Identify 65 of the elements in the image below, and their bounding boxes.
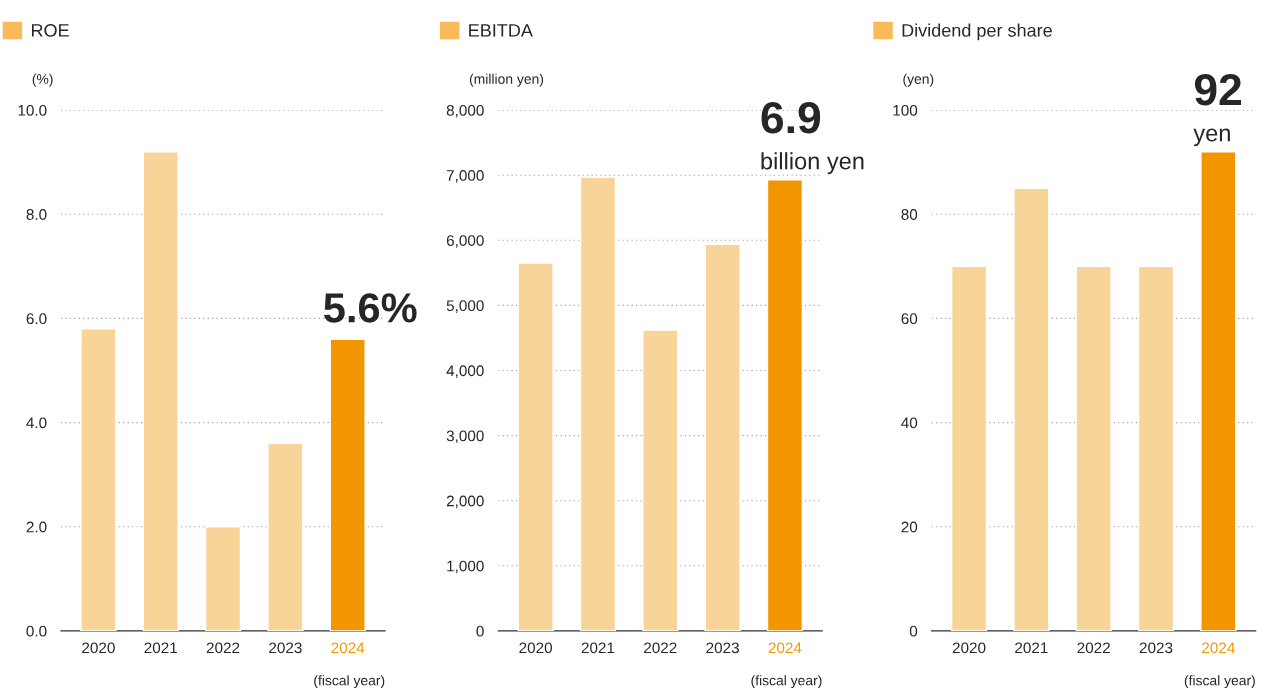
x-tick-label: 2023 [706, 642, 739, 654]
text: (fiscal year) [751, 675, 822, 688]
bar [950, 265, 988, 631]
x-tick-label: 2020 [82, 642, 115, 654]
y-tick-label: 6,000 [446, 235, 484, 248]
annotation: 5.6% [324, 293, 417, 323]
bar [142, 151, 179, 631]
x-tick-label: 2021 [1015, 642, 1048, 654]
bar [80, 328, 117, 631]
text: ROE [31, 24, 69, 37]
text: (fiscal year) [1184, 675, 1255, 688]
bar [1075, 265, 1112, 631]
x-tick-label: 2022 [644, 642, 677, 654]
x-tick-label: 2022 [206, 642, 240, 654]
x-tick-label: 2023 [1139, 642, 1173, 654]
bar [642, 329, 679, 631]
x-tick-label: 2024 [331, 642, 365, 654]
y-tick-label: 8.0 [26, 209, 47, 220]
bar [704, 243, 741, 631]
x-tick-label: 2021 [144, 642, 177, 654]
y-tick-label: 2,000 [446, 495, 484, 509]
x-tick-label: 2024 [768, 642, 802, 654]
y-axis-title: (%) [32, 73, 53, 87]
y-tick-label: 4,000 [446, 365, 484, 378]
y-tick-label: 0 [476, 625, 484, 637]
bar [1137, 265, 1175, 631]
y-tick-label: 100 [893, 104, 918, 116]
y-tick-label: 40 [901, 417, 918, 429]
bar [766, 179, 804, 631]
x-tick-label: 2020 [952, 642, 986, 654]
x-tick-label: 2023 [269, 642, 302, 654]
text: Dividend per share [902, 23, 1052, 41]
bar [1200, 151, 1237, 631]
y-axis-title: (yen) [903, 73, 934, 87]
bar [579, 176, 617, 631]
y-tick-label: 3,000 [446, 430, 484, 444]
x-tick-label: 2021 [581, 642, 615, 654]
y-axis-title: (million yen) [469, 73, 544, 87]
x-tick-label: 2020 [519, 642, 553, 654]
y-tick-label: 0 [909, 625, 918, 637]
y-tick-label: 2.0 [26, 521, 47, 533]
annotation: billion yen [761, 152, 864, 175]
annotation: 92 [1194, 73, 1242, 106]
annotation: yen [1193, 128, 1230, 147]
y-tick-label: 80 [901, 209, 918, 220]
annotation: 6.9 [761, 101, 821, 134]
text: (fiscal year) [314, 675, 385, 688]
bar [267, 442, 304, 631]
y-tick-label: 5,000 [446, 300, 484, 313]
y-tick-label: 6.0 [26, 313, 47, 325]
x-tick-label: 2022 [1077, 642, 1110, 654]
y-tick-label: 60 [901, 313, 918, 325]
y-tick-label: 4.0 [26, 417, 47, 429]
bar [1013, 187, 1050, 631]
text: EBITDA [469, 24, 533, 37]
y-tick-label: 1,000 [447, 560, 484, 574]
bar [517, 262, 554, 631]
y-tick-label: 8,000 [446, 104, 484, 118]
y-tick-label: 0.0 [26, 625, 47, 637]
bar [329, 338, 366, 631]
x-tick-label: 2024 [1202, 642, 1235, 654]
bar [204, 526, 242, 631]
y-tick-label: 7,000 [446, 170, 484, 183]
y-tick-label: 20 [901, 521, 918, 533]
y-tick-label: 10.0 [18, 104, 47, 116]
